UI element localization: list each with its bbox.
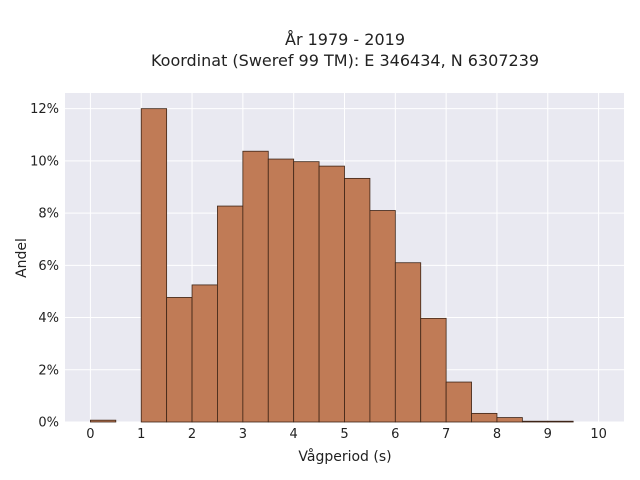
x-axis-label: Vågperiod (s): [298, 448, 391, 465]
histogram-bar: [445, 381, 472, 423]
histogram-bar: [267, 158, 295, 423]
histogram-bar: [394, 262, 422, 423]
histogram-bars: [90, 108, 574, 423]
x-tick-label: 8: [493, 427, 501, 442]
histogram-bar: [166, 297, 193, 423]
histogram-bar: [344, 177, 371, 423]
chart-title-line-2: Koordinat (Sweref 99 TM): E 346434, N 63…: [151, 51, 539, 70]
x-tick-label: 2: [188, 427, 196, 442]
y-tick-label: 4%: [38, 311, 59, 326]
histogram-bar: [217, 205, 244, 423]
x-tick-label: 9: [544, 427, 552, 442]
histogram-bar: [242, 150, 269, 423]
histogram-bar: [140, 108, 168, 423]
histogram-bar: [471, 412, 498, 423]
histogram-bar: [90, 419, 117, 423]
histogram-bar: [547, 420, 574, 423]
x-tick-label: 5: [340, 427, 348, 442]
y-tick-label: 8%: [38, 207, 59, 222]
chart-title-line-1: År 1979 - 2019: [285, 30, 405, 49]
histogram-bar: [369, 210, 396, 423]
y-tick-label: 0%: [38, 416, 59, 431]
x-tick-label: 7: [442, 427, 450, 442]
histogram-bar: [191, 284, 218, 423]
y-tick-label: 12%: [30, 102, 59, 117]
histogram-bar: [496, 417, 523, 423]
y-axis-ticks: 0% 2% 4% 6% 8% 10% 12%: [30, 102, 59, 430]
y-axis-label: Andel: [14, 238, 30, 278]
x-tick-label: 10: [590, 427, 607, 442]
x-tick-label: 3: [239, 427, 247, 442]
y-tick-label: 2%: [38, 363, 59, 378]
histogram-bar: [521, 420, 549, 423]
histogram-bar: [293, 161, 320, 423]
x-tick-label: 1: [137, 427, 145, 442]
y-tick-label: 10%: [30, 154, 59, 169]
histogram-bar: [318, 165, 345, 423]
x-tick-label: 6: [391, 427, 399, 442]
y-tick-label: 6%: [38, 259, 59, 274]
x-axis-ticks: 0 1 2 3 4 5 6 7 8 9 10: [86, 427, 607, 442]
x-tick-label: 0: [86, 427, 94, 442]
histogram-bar: [420, 317, 447, 423]
x-tick-label: 4: [290, 427, 298, 442]
